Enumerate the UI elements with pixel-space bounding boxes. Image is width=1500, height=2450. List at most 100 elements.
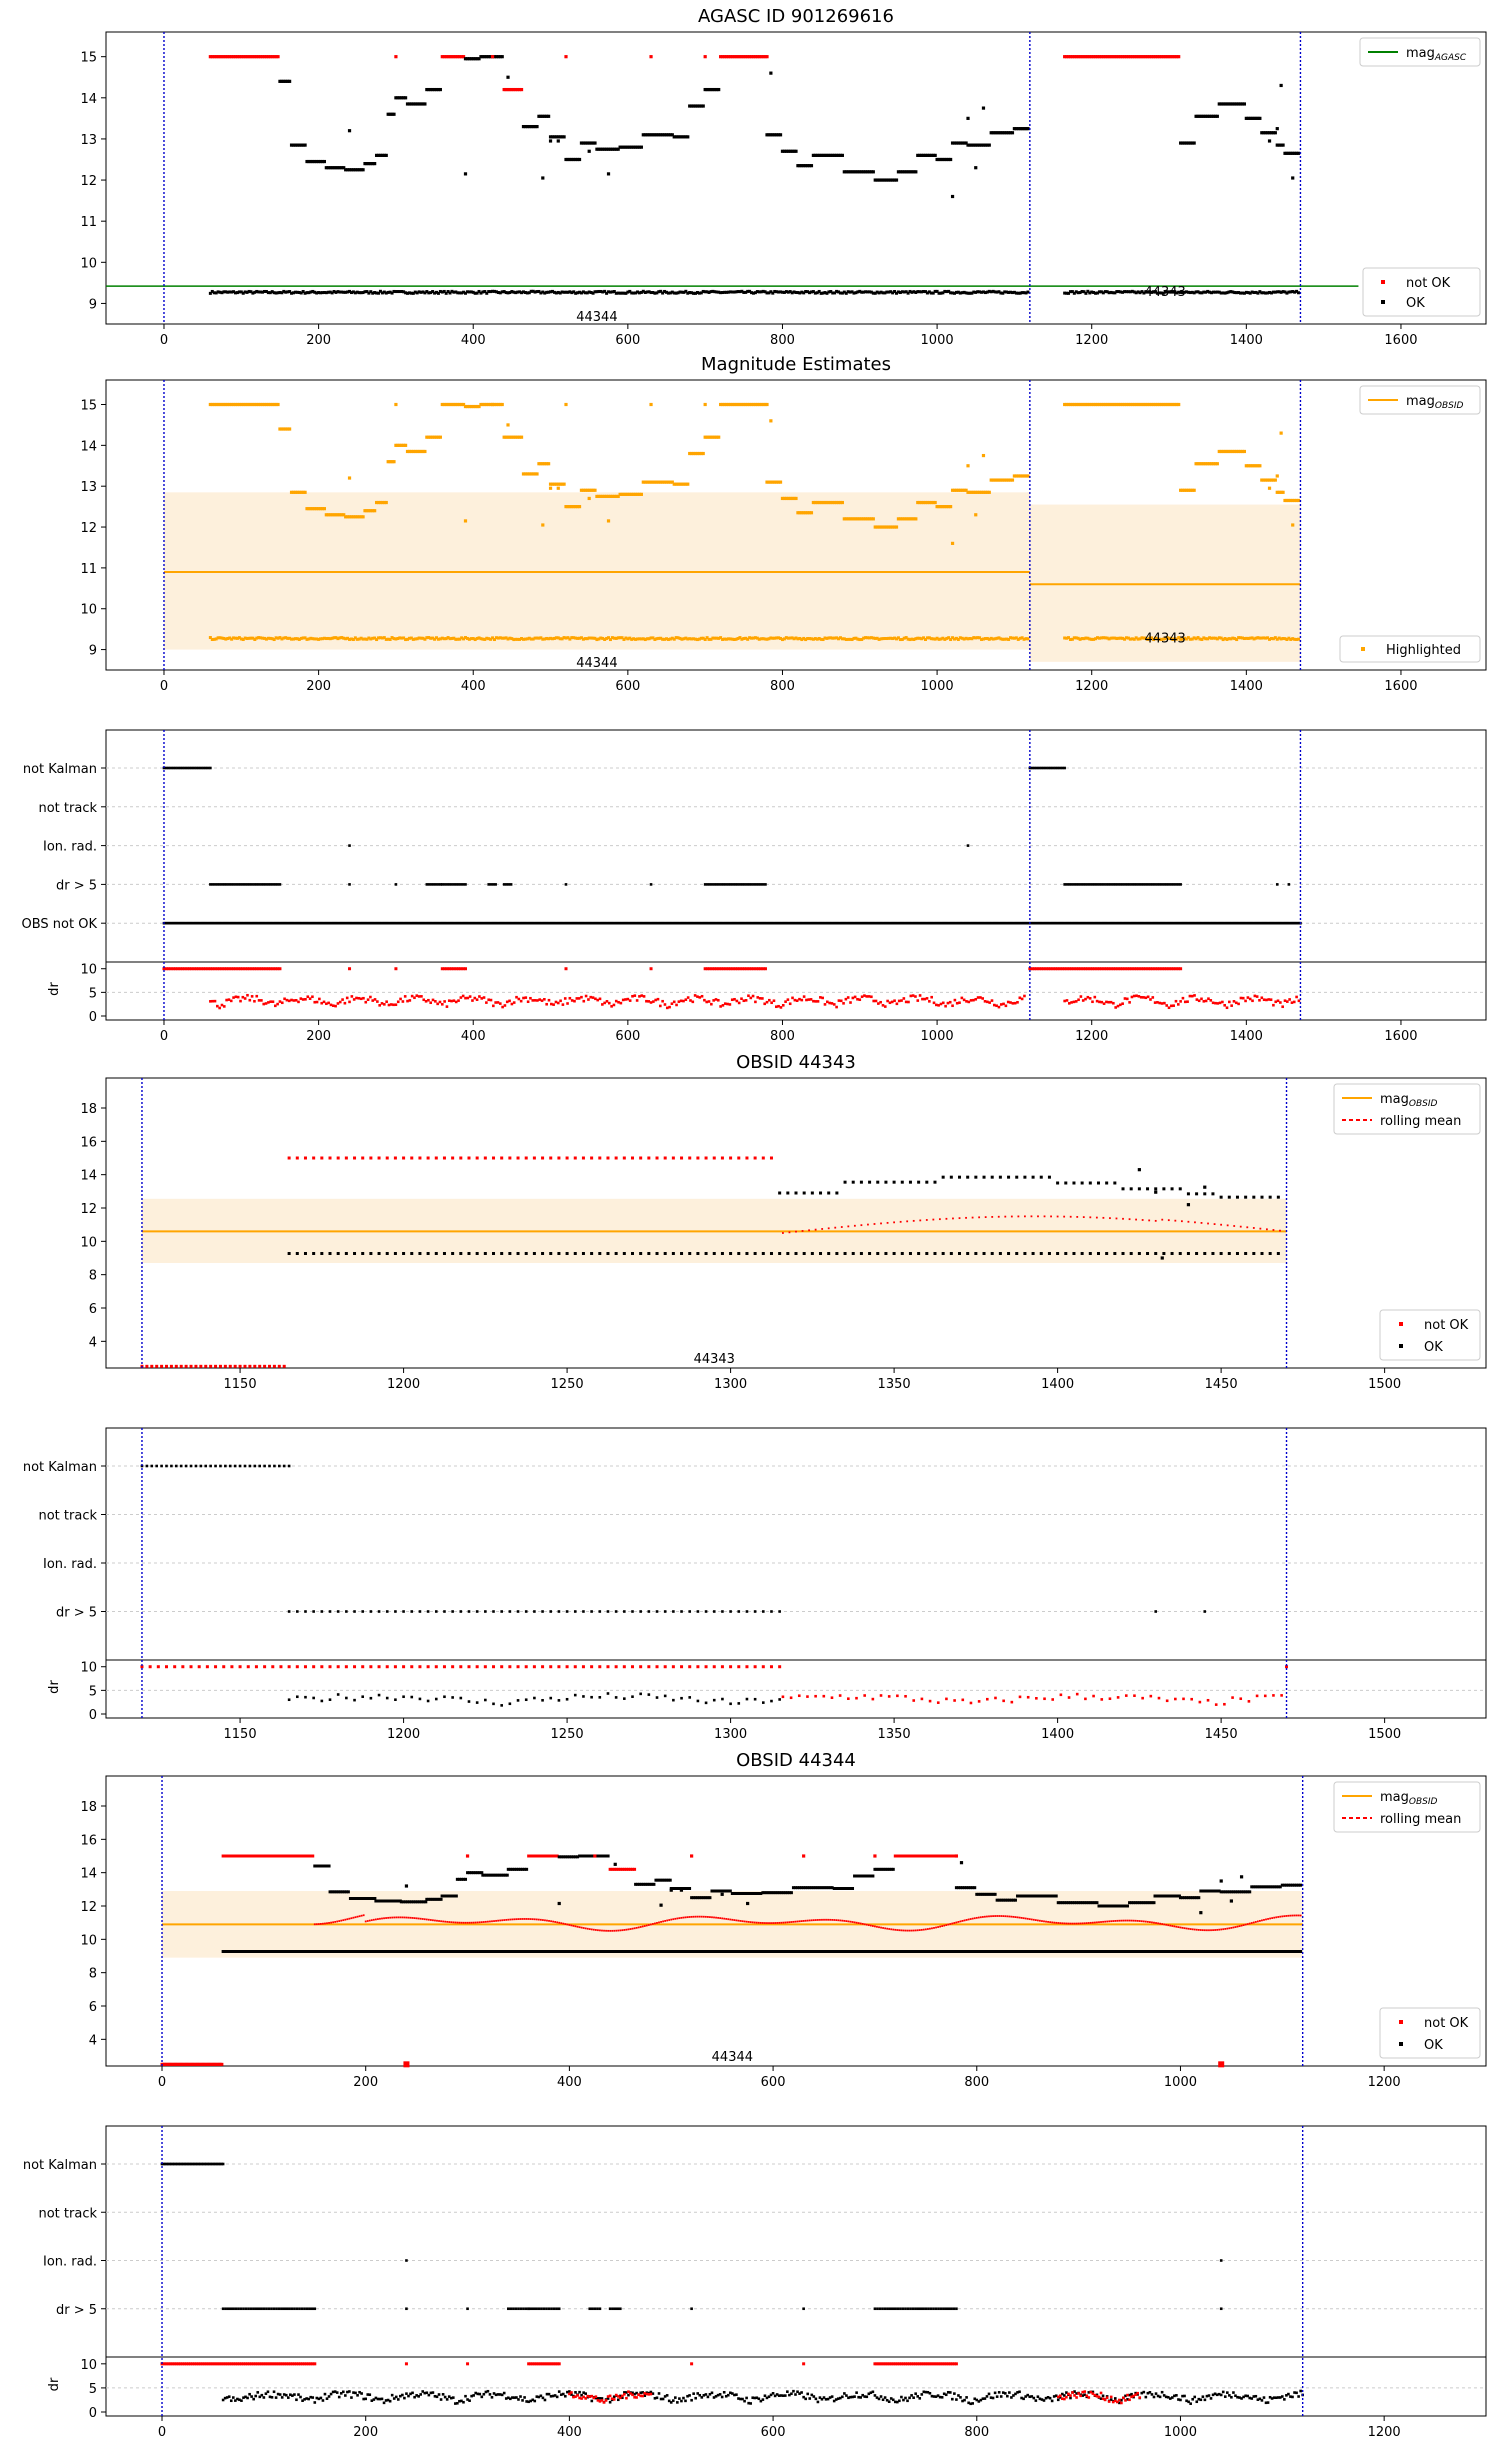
not-ok-point bbox=[253, 55, 257, 59]
ok-point bbox=[1211, 1192, 1215, 1196]
ok-point bbox=[576, 291, 580, 295]
dr-point bbox=[830, 1002, 834, 1005]
dr-point bbox=[582, 1695, 585, 1698]
ok-point bbox=[297, 143, 301, 147]
ok-point bbox=[313, 637, 317, 641]
dr-point bbox=[1283, 999, 1287, 1002]
rolling-mean-point bbox=[938, 1218, 941, 1221]
ok-point bbox=[769, 480, 773, 484]
ok-point bbox=[239, 290, 243, 294]
ok-point bbox=[572, 505, 576, 509]
ok-point bbox=[891, 637, 895, 641]
ok-point bbox=[438, 289, 442, 293]
dr-point bbox=[241, 995, 245, 999]
ok-point bbox=[1137, 1187, 1141, 1191]
ok-point bbox=[819, 1191, 823, 1195]
dr-point bbox=[1247, 1700, 1251, 1703]
ok-point bbox=[862, 636, 866, 640]
ok-point bbox=[340, 513, 344, 517]
ok-point bbox=[713, 636, 717, 640]
dr-point bbox=[649, 1001, 653, 1004]
x-tick-label: 400 bbox=[461, 333, 486, 348]
dr-point bbox=[897, 999, 901, 1003]
ok-point bbox=[939, 637, 943, 641]
flag-point bbox=[1054, 766, 1057, 770]
not-ok-point bbox=[504, 435, 508, 439]
ok-point bbox=[1018, 127, 1022, 131]
dr-point bbox=[229, 999, 233, 1003]
ok-point bbox=[475, 404, 479, 409]
not-ok-point bbox=[1072, 55, 1076, 59]
dr-point bbox=[253, 999, 256, 1003]
rolling-mean-point bbox=[860, 1224, 863, 1227]
ok-point bbox=[385, 1252, 389, 1255]
ok-point bbox=[374, 500, 379, 505]
dr-point bbox=[417, 995, 421, 998]
not-ok-point bbox=[1175, 402, 1179, 407]
rolling-mean-point bbox=[952, 1217, 954, 1220]
ok-point bbox=[440, 636, 444, 640]
ok-point bbox=[419, 449, 423, 454]
obsid-label: 44344 bbox=[576, 310, 617, 325]
ok-point bbox=[328, 166, 332, 170]
dr-point bbox=[1248, 997, 1252, 1001]
ok-point bbox=[811, 637, 815, 641]
dr-point bbox=[1112, 1001, 1115, 1005]
flag-point bbox=[434, 883, 438, 886]
dr-saturated-point bbox=[1158, 967, 1162, 971]
dr-point bbox=[1239, 996, 1243, 1000]
dr-point bbox=[631, 994, 634, 998]
dr-point bbox=[508, 999, 511, 1003]
not-ok-point bbox=[1151, 55, 1156, 59]
ok-point bbox=[616, 147, 620, 151]
flag-point bbox=[1107, 883, 1111, 886]
not-ok-point bbox=[492, 1156, 496, 1160]
ok-point bbox=[798, 291, 802, 295]
dr-point bbox=[647, 1693, 651, 1696]
not-ok-point bbox=[277, 1364, 281, 1368]
ok-point bbox=[1096, 291, 1100, 295]
dr-point bbox=[345, 996, 349, 1000]
ok-point bbox=[1196, 114, 1200, 118]
ok-point bbox=[282, 289, 286, 293]
ok-point bbox=[889, 525, 893, 529]
plot-frame bbox=[105, 379, 1487, 671]
ok-point bbox=[836, 153, 841, 157]
not-ok-point bbox=[446, 402, 450, 407]
not-ok-point bbox=[763, 402, 767, 407]
not-ok-point bbox=[454, 402, 458, 407]
ok-point bbox=[745, 1252, 749, 1255]
ok-point bbox=[866, 290, 870, 294]
ok-point bbox=[676, 135, 680, 139]
ok-point bbox=[1128, 290, 1132, 294]
ok-point bbox=[531, 289, 535, 293]
x-tick-label: 1200 bbox=[1075, 333, 1108, 348]
ok-point bbox=[557, 1252, 561, 1255]
ok-point bbox=[738, 290, 742, 294]
not-ok-point bbox=[245, 55, 249, 59]
ok-point bbox=[558, 637, 562, 641]
ok-point bbox=[662, 133, 667, 137]
dr-point bbox=[710, 1002, 713, 1006]
ok-point bbox=[958, 1252, 962, 1255]
ok-point bbox=[983, 291, 987, 295]
ok-point bbox=[376, 500, 381, 505]
dr-saturated-point bbox=[1058, 967, 1062, 971]
ok-point bbox=[1296, 498, 1301, 503]
ok-point bbox=[889, 636, 893, 640]
flag-point bbox=[731, 883, 735, 886]
rolling-mean-point bbox=[997, 1215, 1000, 1218]
rolling-mean-point bbox=[991, 1216, 994, 1218]
dr-point bbox=[1135, 994, 1138, 998]
ok-point bbox=[715, 435, 719, 439]
ok-point bbox=[761, 637, 765, 641]
dr-point bbox=[434, 1697, 438, 1701]
ok-point bbox=[342, 513, 346, 517]
ok-point bbox=[966, 1252, 970, 1255]
ok-point bbox=[991, 637, 995, 641]
ok-point bbox=[1215, 462, 1219, 466]
ok-point bbox=[1056, 1181, 1060, 1185]
dr-saturated-point bbox=[1146, 967, 1150, 971]
ok-point bbox=[1154, 1252, 1158, 1255]
ok-point bbox=[355, 637, 359, 641]
